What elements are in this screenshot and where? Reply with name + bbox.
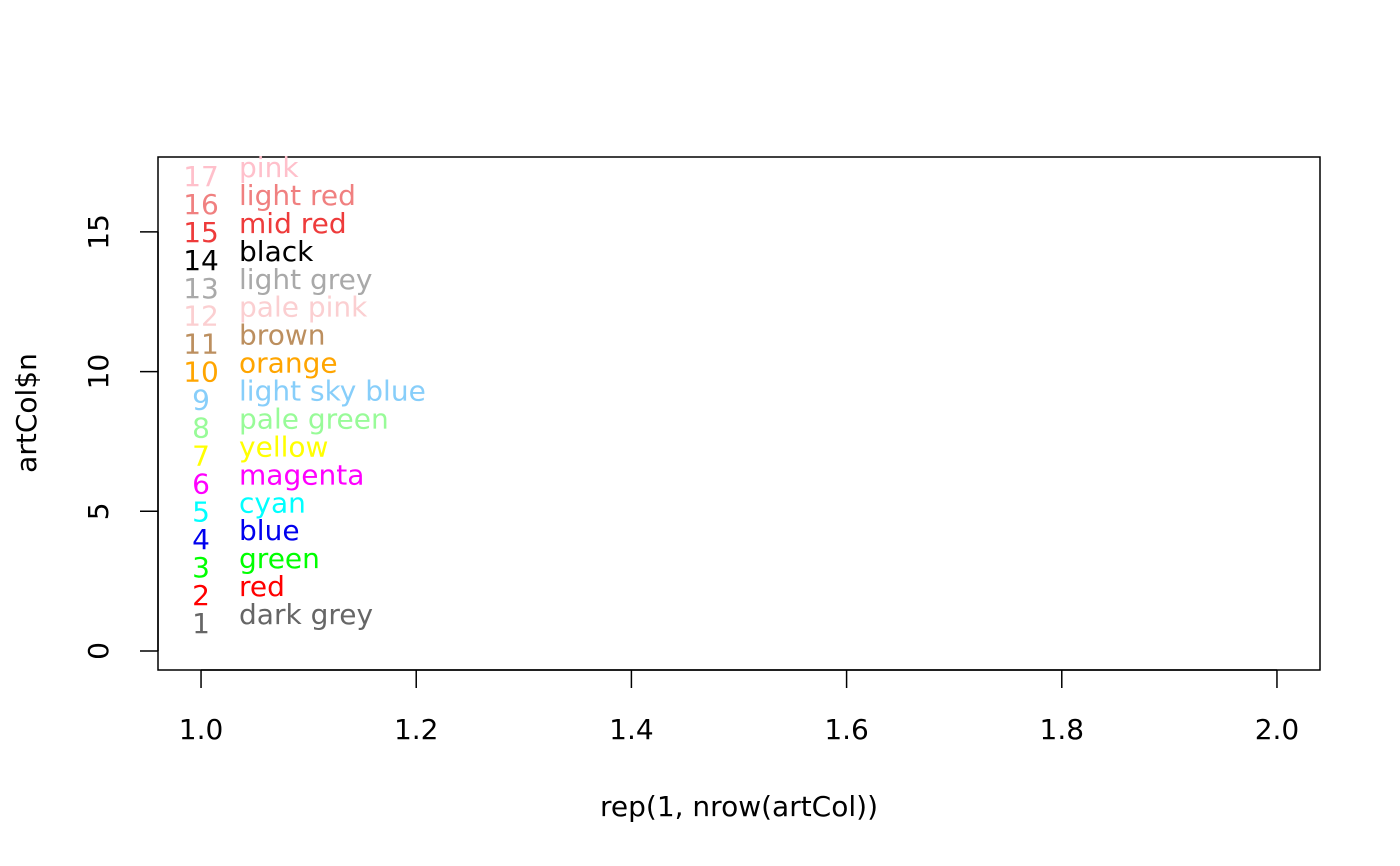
point-number-label: 1: [192, 607, 210, 640]
point-number-label: 3: [192, 551, 210, 584]
point-name-label: light grey: [239, 263, 372, 296]
x-tick-label: 1.6: [824, 713, 869, 746]
data-points: 1 dark grey 2 red 3 green 4 blue 5 cyan 6 magenta 7 y…: [183, 151, 426, 640]
point-name-label: mid red: [239, 207, 347, 240]
point-name-label: pale pink: [239, 291, 368, 324]
point-number-label: 11: [183, 328, 219, 361]
point-name-label: red: [239, 570, 285, 603]
point-number-label: 5: [192, 495, 210, 528]
point-number-label: 13: [183, 272, 219, 305]
point-name-label: cyan: [239, 486, 306, 519]
x-tick-label: 1.0: [179, 713, 224, 746]
x-axis: 1.0 1.2 1.4 1.6 1.8 2.0: [179, 669, 1300, 746]
x-tick-label: 1.4: [609, 713, 654, 746]
point-name-label: blue: [239, 514, 300, 547]
point-name-label: pink: [239, 151, 299, 184]
y-axis-label: artCol$n: [10, 353, 43, 473]
y-axis: 0 5 10 15: [82, 214, 159, 660]
point-number-label: 15: [183, 216, 219, 249]
x-tick-label: 2.0: [1255, 713, 1300, 746]
point-name-label: brown: [239, 319, 325, 352]
point-number-label: 12: [183, 300, 219, 333]
point-name-label: yellow: [239, 430, 328, 463]
point-name-label: magenta: [239, 458, 364, 491]
x-axis-label: rep(1, nrow(artCol)): [600, 790, 878, 823]
y-tick-label: 5: [82, 502, 115, 520]
point-name-label: black: [239, 235, 314, 268]
point-name-label: orange: [239, 347, 338, 380]
point-number-label: 14: [183, 244, 219, 277]
point-name-label: pale green: [239, 402, 389, 435]
x-tick-label: 1.8: [1040, 713, 1085, 746]
point-number-label: 6: [192, 467, 210, 500]
y-tick-label: 15: [82, 214, 115, 250]
y-tick-label: 10: [82, 354, 115, 390]
point-name-label: light red: [239, 179, 356, 212]
point-number-label: 9: [192, 384, 210, 417]
point-name-label: light sky blue: [239, 375, 426, 408]
point-name-label: dark grey: [239, 598, 373, 631]
point-number-label: 8: [192, 411, 210, 444]
point-number-label: 7: [192, 439, 210, 472]
point-number-label: 17: [183, 160, 219, 193]
y-tick-label: 0: [82, 642, 115, 660]
point-name-label: green: [239, 542, 320, 575]
point-number-label: 4: [192, 523, 210, 556]
x-tick-label: 1.2: [394, 713, 439, 746]
point-number-label: 2: [192, 579, 210, 612]
point-number-label: 10: [183, 356, 219, 389]
point-number-label: 16: [183, 188, 219, 221]
